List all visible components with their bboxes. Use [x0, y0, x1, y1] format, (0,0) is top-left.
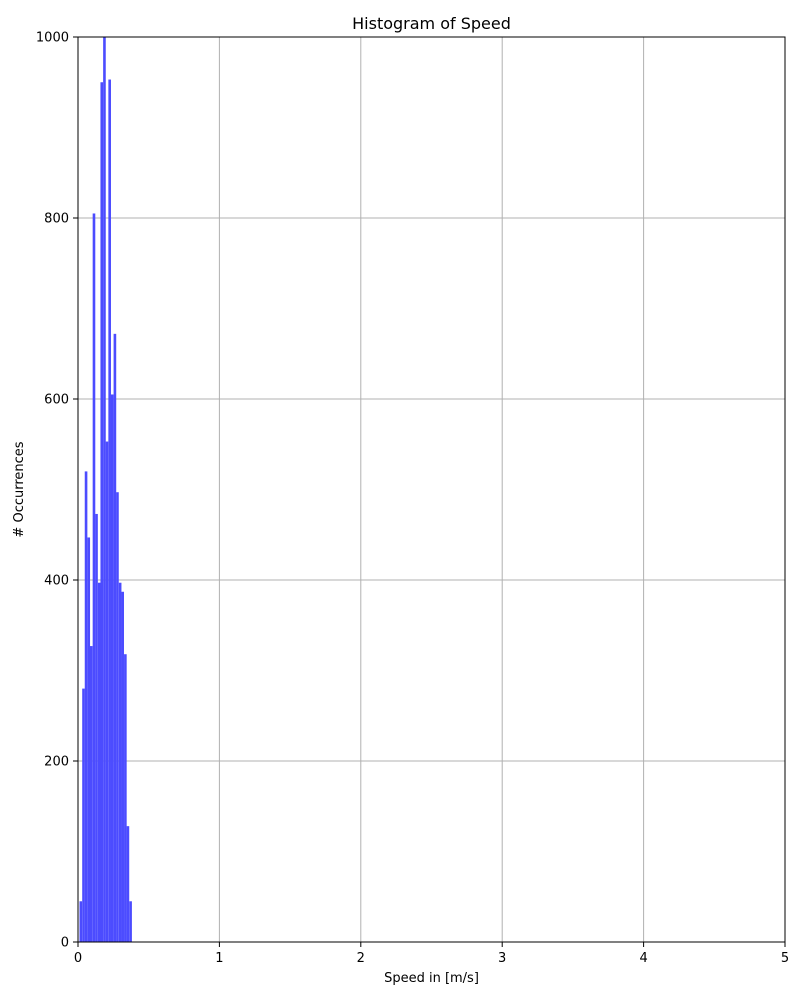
plot-frame [77, 36, 786, 943]
x-tick-label: 0 [74, 951, 82, 966]
histogram-bar [113, 333, 117, 943]
y-tick-label: 400 [44, 574, 69, 589]
histogram-bar [103, 37, 106, 942]
x-tick-label: 5 [781, 951, 789, 966]
x-tick-label: 1 [215, 951, 223, 966]
histogram-bar [82, 688, 85, 942]
histogram-bar [110, 394, 114, 943]
histogram-bar [105, 441, 109, 942]
y-tick-label: 1000 [36, 31, 69, 46]
grid-lines [77, 36, 786, 943]
histogram-bar [116, 492, 119, 942]
histogram-bar [79, 901, 83, 942]
histogram-bar [129, 901, 132, 942]
x-axis-label: Speed in [m/s] [384, 971, 479, 986]
histogram-bar [100, 82, 104, 942]
x-tick-label: 4 [639, 951, 647, 966]
axis-ticks: 0 1 2 3 4 5 0 200 400 600 800 1000 [36, 31, 789, 967]
histogram-bar [97, 582, 101, 942]
y-tick-label: 200 [44, 755, 69, 770]
y-tick-label: 600 [44, 393, 69, 408]
histogram-bar [121, 591, 124, 942]
histogram-bar [118, 582, 122, 942]
x-tick-label: 2 [357, 951, 365, 966]
histogram-bar [84, 471, 88, 942]
histogram-bars [79, 37, 132, 943]
x-tick-label: 3 [498, 951, 506, 966]
histogram-bar [89, 646, 93, 942]
histogram-bar [108, 79, 111, 942]
chart-title: Histogram of Speed [352, 14, 511, 33]
histogram-bar [124, 654, 127, 942]
histogram-bar [126, 826, 130, 942]
y-tick-label: 0 [61, 936, 69, 951]
histogram-bar [92, 213, 96, 943]
y-tick-label: 800 [44, 212, 69, 227]
y-axis-label: # Occurrences [12, 441, 27, 537]
histogram-bar [87, 537, 91, 942]
histogram-bar [95, 513, 98, 942]
